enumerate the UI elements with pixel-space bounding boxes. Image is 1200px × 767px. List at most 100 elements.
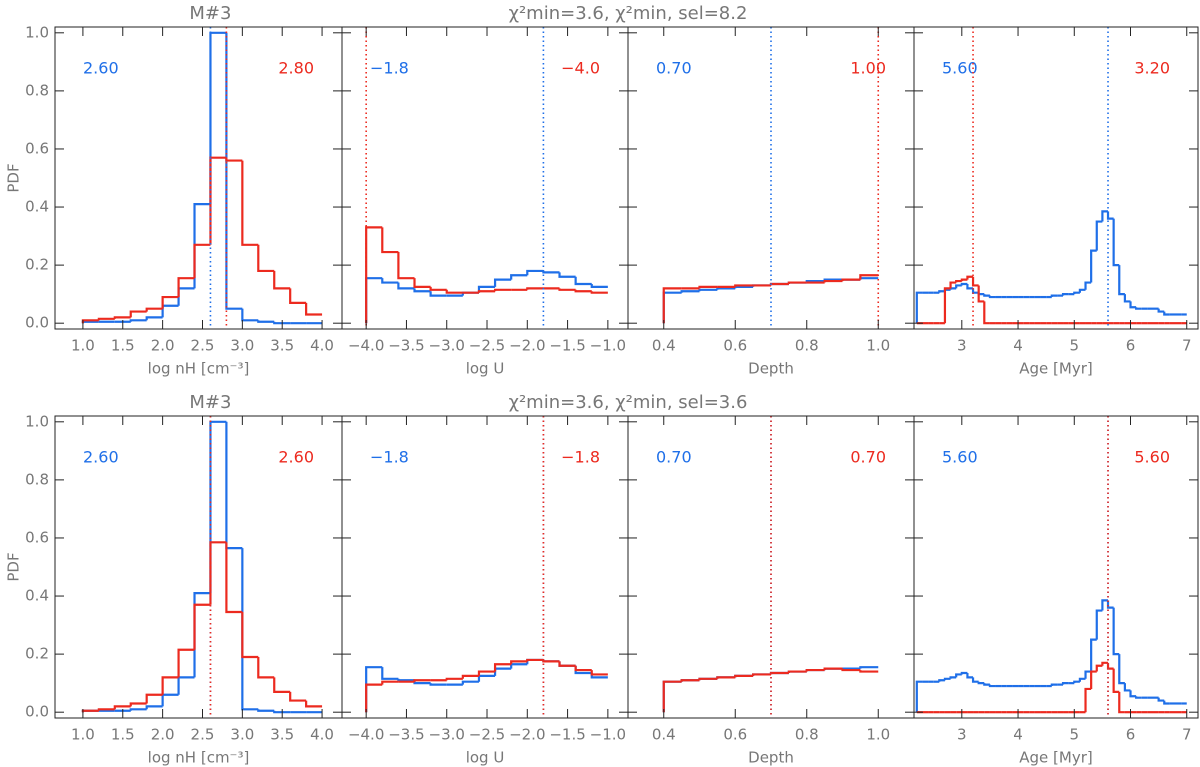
histogram-step: [397, 252, 415, 280]
x-tick-label: 3.5: [270, 726, 294, 744]
panel-title: M#3: [189, 392, 231, 413]
y-tick-label: 0.4: [25, 198, 49, 216]
reference-label: 1.00: [850, 59, 886, 78]
histogram-step: [397, 678, 415, 682]
histogram-step: [257, 320, 275, 323]
x-tick-label: 5: [1070, 337, 1080, 355]
x-tick-label: 0.8: [795, 726, 819, 744]
histogram-step: [1050, 683, 1058, 687]
histogram-step: [241, 548, 259, 711]
histogram-step: [381, 227, 399, 254]
histogram-step: [193, 243, 211, 279]
panel-title: χ²min=3.6, χ²min, sel=8.2: [509, 3, 748, 24]
x-tick-label: −4.0: [348, 726, 384, 744]
histogram-step: [977, 681, 985, 685]
panel-title: χ²min=3.6, χ²min, sel=3.6: [509, 392, 748, 413]
histogram-step: [381, 278, 399, 284]
histogram-step: [129, 319, 147, 322]
histogram-step: [1061, 293, 1069, 296]
histogram-step: [1163, 700, 1170, 705]
histogram-step: [752, 673, 771, 676]
histogram-step: [1118, 654, 1125, 685]
histogram-step: [1129, 301, 1137, 309]
histogram-step: [209, 156, 227, 245]
histogram-step: [461, 674, 479, 679]
histogram-step: [590, 291, 608, 294]
histogram-step: [113, 705, 131, 710]
x-tick-label: 0.4: [652, 726, 676, 744]
reference-label: 0.70: [656, 448, 692, 467]
y-tick-label: 0.4: [25, 587, 49, 605]
histogram-step: [257, 244, 275, 273]
histogram-step: [1073, 291, 1080, 295]
reference-label: 0.70: [850, 448, 886, 467]
histogram-step: [510, 663, 528, 669]
histogram-step: [988, 684, 996, 688]
histogram-step: [574, 665, 592, 672]
histogram-step: [1106, 600, 1114, 609]
reference-label: 2.80: [278, 59, 314, 78]
histogram-step: [662, 287, 682, 324]
histogram-step: [859, 666, 879, 669]
histogram-step: [734, 674, 754, 678]
histogram-step: [680, 290, 700, 293]
histogram-step: [1073, 680, 1080, 684]
histogram-step: [1050, 294, 1058, 298]
x-axis-label: log U: [466, 749, 505, 767]
histogram-step: [1084, 281, 1092, 290]
x-tick-label: 2.0: [151, 726, 175, 744]
plot-frame: [913, 26, 1199, 330]
histogram-step: [510, 274, 528, 280]
histogram-step: [823, 667, 843, 671]
histogram-step: [381, 680, 399, 685]
histogram-step: [949, 287, 957, 290]
y-axis-label: PDF: [5, 163, 23, 192]
histogram-step: [493, 288, 512, 292]
x-tick-label: 2.0: [151, 337, 175, 355]
x-axis-label: Age [Myr]: [1019, 360, 1092, 378]
histogram-step: [209, 541, 227, 605]
histogram-step: [1157, 308, 1165, 313]
y-tick-label: 0.2: [25, 645, 49, 663]
histogram-step: [966, 283, 974, 290]
histogram-step: [365, 226, 383, 324]
histogram-step: [698, 677, 718, 681]
histogram-step: [381, 667, 399, 680]
histogram-step: [734, 284, 754, 287]
histogram-step: [1112, 218, 1120, 267]
histogram-step: [113, 316, 131, 319]
y-tick-label: 0.0: [25, 314, 49, 332]
histogram-step: [823, 279, 843, 283]
histogram-step: [1095, 664, 1103, 672]
histogram-step: [257, 709, 275, 712]
histogram-step: [859, 670, 879, 673]
x-tick-label: 3.5: [270, 337, 294, 355]
histogram-step: [129, 708, 147, 711]
x-axis-label: Depth: [748, 360, 794, 378]
histogram-step: [1129, 690, 1137, 698]
histogram-step: [1163, 311, 1170, 316]
histogram-step: [1101, 599, 1109, 611]
histogram-step: [680, 679, 700, 682]
histogram-step: [145, 307, 163, 312]
x-tick-label: 1.0: [866, 337, 890, 355]
histogram-step: [241, 612, 259, 659]
reference-label: 2.60: [83, 448, 119, 467]
histogram-step: [429, 286, 447, 291]
reference-label: −1.8: [370, 59, 409, 78]
reference-label: 5.60: [1134, 448, 1170, 467]
x-tick-label: −3.0: [429, 337, 465, 355]
x-tick-label: 1.5: [111, 337, 135, 355]
x-tick-label: 2.5: [191, 337, 215, 355]
x-tick-label: −2.5: [469, 337, 505, 355]
histogram-step: [574, 289, 592, 293]
histogram-step: [1095, 609, 1103, 640]
histogram-step: [977, 285, 985, 303]
histogram-step: [493, 278, 512, 287]
x-tick-label: 3.0: [230, 337, 254, 355]
histogram-step: [590, 283, 608, 288]
histogram-step: [960, 278, 968, 282]
histogram-step: [1123, 294, 1131, 303]
histogram-step: [955, 279, 962, 283]
reference-label: 5.60: [942, 448, 978, 467]
